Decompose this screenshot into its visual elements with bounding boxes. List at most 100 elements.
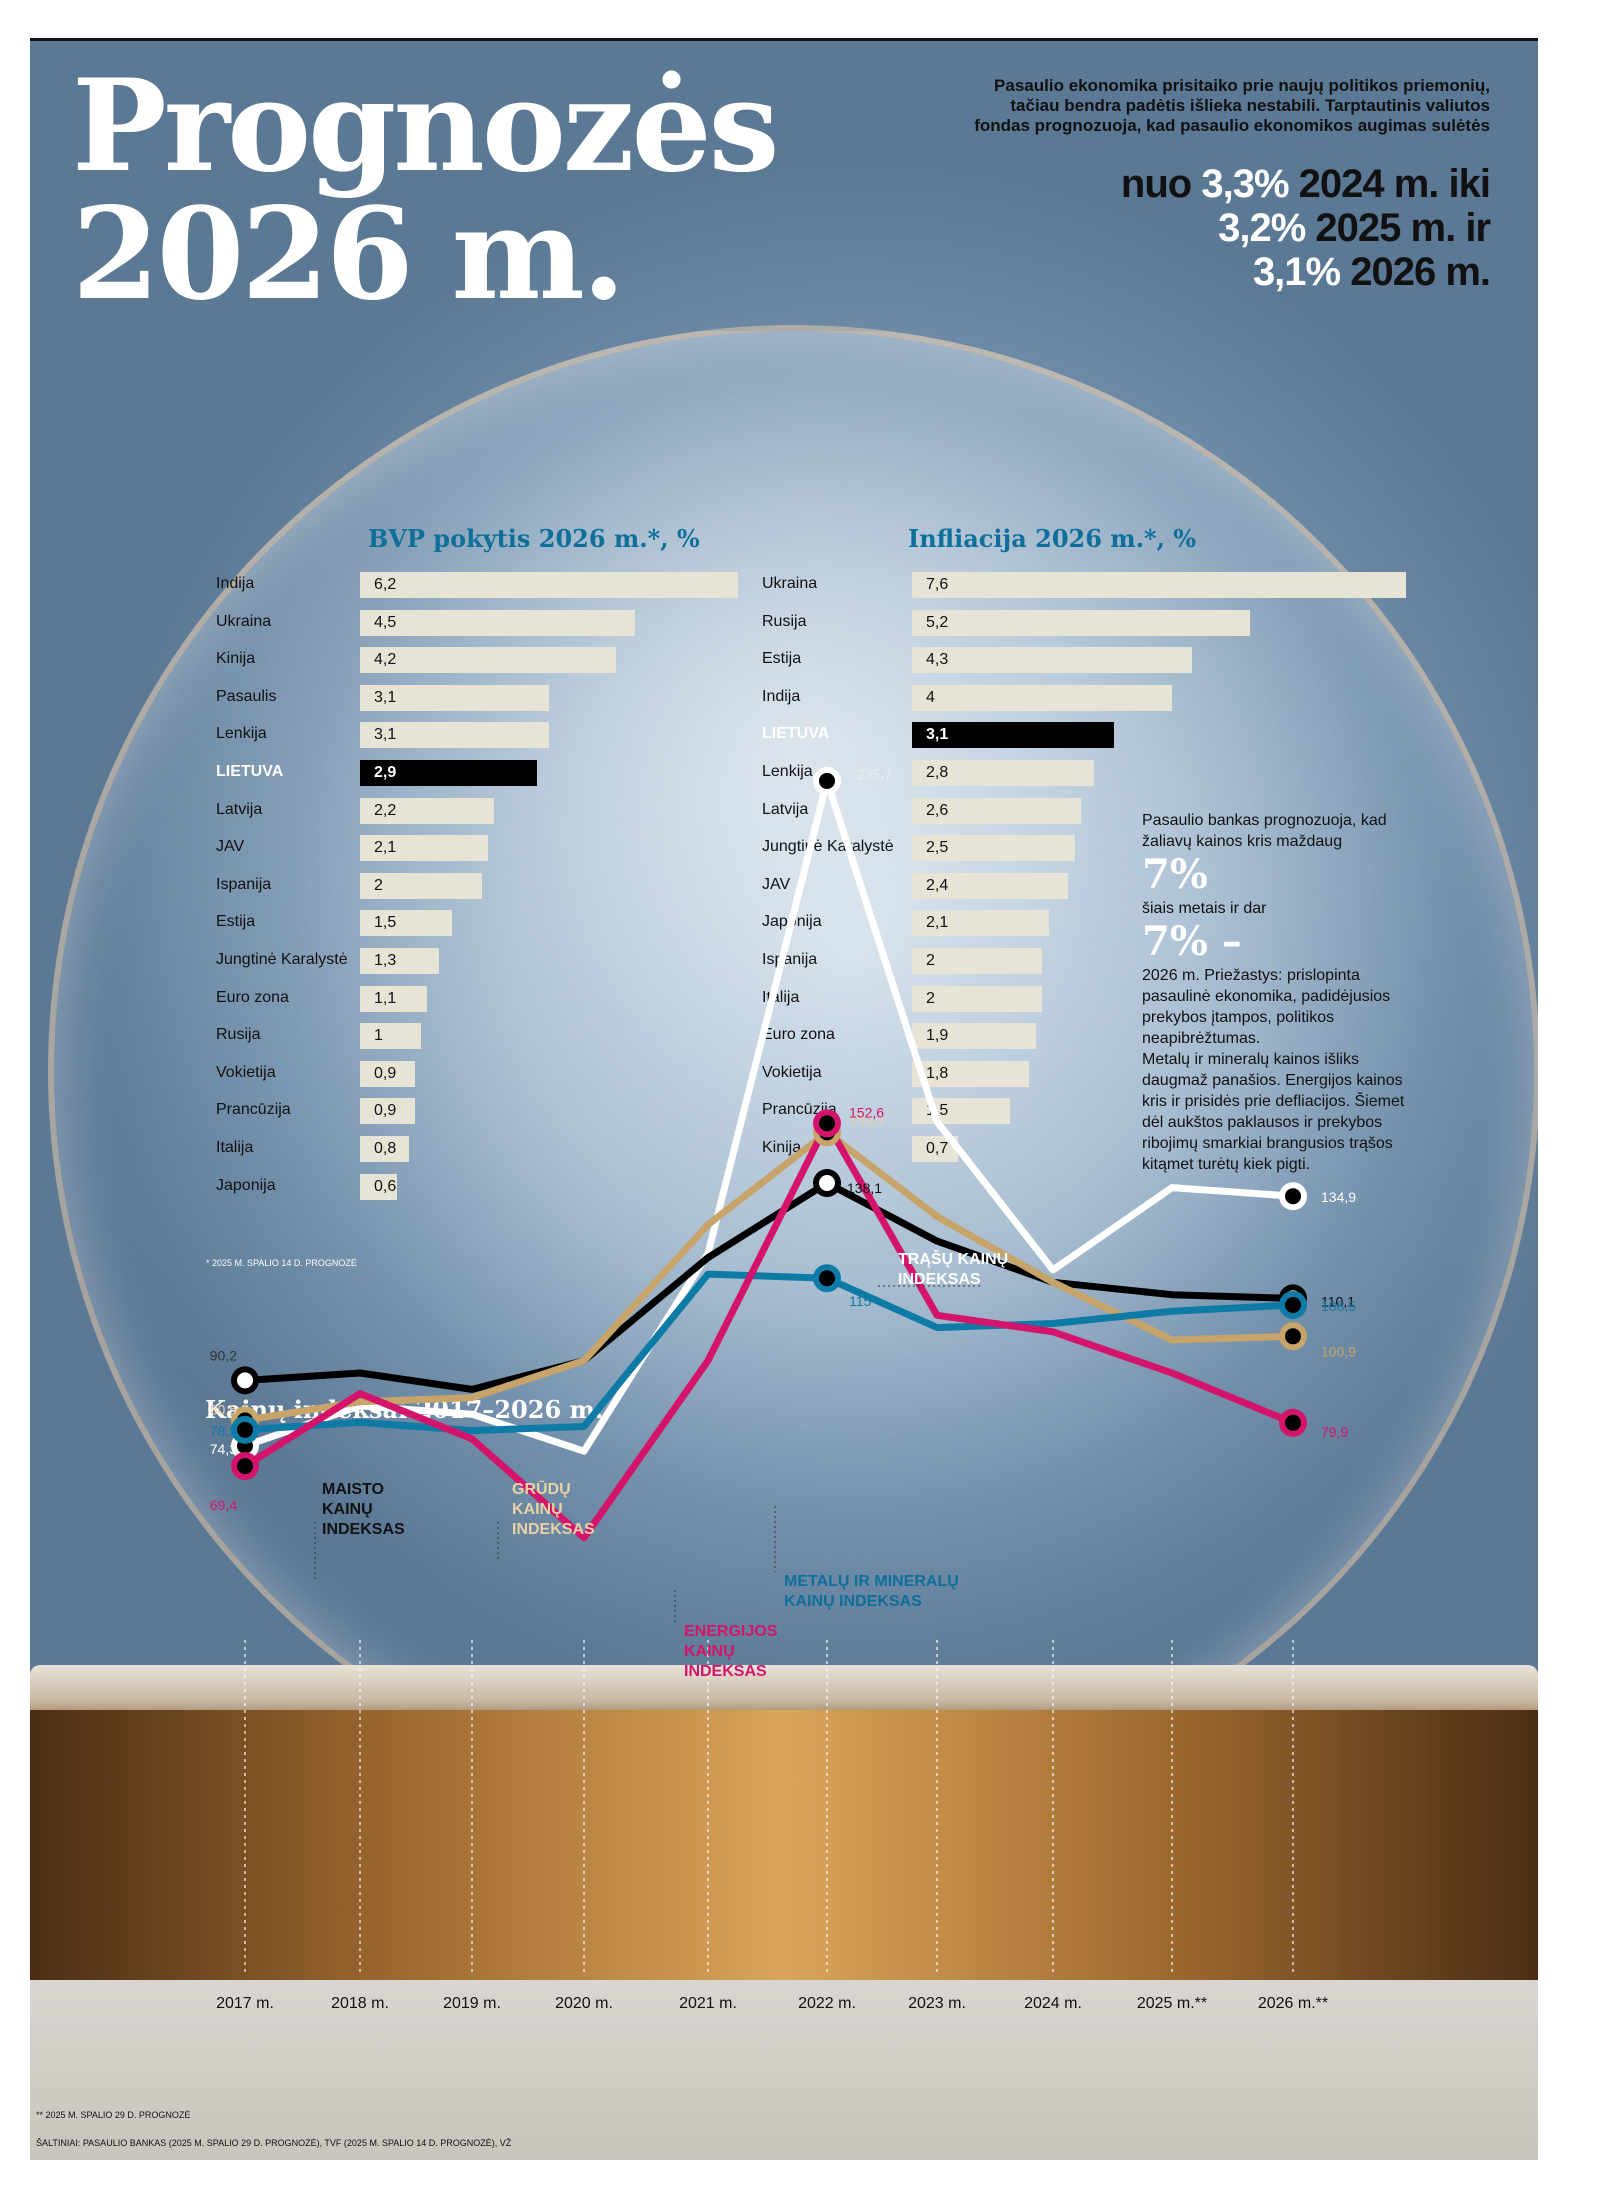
bar-category-label: Rusija <box>762 612 807 630</box>
inf-bars-row: Euro zona 1,9 <box>762 1023 1562 1050</box>
inf-bars-row: Italija 2 <box>762 985 1562 1012</box>
bar-value-label: 1,3 <box>374 952 397 969</box>
bar-category-label: Estija <box>762 650 802 668</box>
bar-category-label: Vokietija <box>762 1063 822 1081</box>
data-label: 100,9 <box>1321 1343 1356 1359</box>
inf-bars-row: Japonija 2,1 <box>762 910 1562 937</box>
series-line <box>243 777 1294 1455</box>
series-marker <box>1285 1414 1301 1431</box>
x-tick-label: 2018 m. <box>331 1995 389 2012</box>
bar-category-label: Euro zona <box>216 988 289 1006</box>
forecast-pct-2025: 3,2% <box>1218 206 1306 250</box>
forecast-pct-2024: 3,3% <box>1201 162 1289 206</box>
inf-bars-row: Indija 4 <box>762 684 1562 711</box>
bar-value-label: 2,9 <box>374 764 397 781</box>
forecast-text-2024: 2024 m. iki <box>1288 162 1491 206</box>
forecast-prefix: nuo <box>1120 162 1202 206</box>
bar-value-label: 1,5 <box>374 914 397 932</box>
label-grain-index: GRŪDŲ KAINŲ INDEKSAS <box>512 1481 595 1538</box>
series-marker <box>237 1421 253 1438</box>
data-label: 79,9 <box>1321 1424 1348 1440</box>
data-label: 78,2 <box>210 1423 237 1439</box>
gdp-footnote: * 2025 M. SPALIO 14 D. PROGNOZĖ <box>206 1258 357 1268</box>
bar-value-label: 2,4 <box>926 876 949 894</box>
gdp-bars-row: Japonija 0,6 <box>216 1173 1016 1200</box>
bar <box>912 948 1042 974</box>
bar-category-label: Jungtinė Karalystė <box>216 951 348 968</box>
bar-value-label: 0,8 <box>374 1140 397 1157</box>
series-marker <box>819 1175 835 1192</box>
series-marker <box>819 772 835 789</box>
bar-value-label: 4,2 <box>374 651 397 669</box>
series-marker <box>237 1372 253 1389</box>
x-tick-label: 2019 m. <box>443 1995 501 2012</box>
bar-value-label: 2 <box>374 876 383 894</box>
bar-category-label: JAV <box>762 875 791 893</box>
bar-category-label: Estija <box>216 913 256 931</box>
bar-value-label: 1 <box>374 1027 383 1045</box>
inf-bars-row: Latvija 2,6 <box>762 797 1562 824</box>
bar-category-label: Lenkija <box>762 763 813 780</box>
bar <box>360 1098 415 1125</box>
pedestal <box>30 1710 1538 1980</box>
intro-text: Pasaulio ekonomika prisitaiko prie naujų… <box>974 76 1490 135</box>
gdp-bars-row: Kinija 4,2 <box>216 647 1016 674</box>
bar-category-label: Kinija <box>762 1139 802 1156</box>
label-energy-index: ENERGIJOS KAINŲ INDEKSAS <box>684 1623 778 1680</box>
bar <box>912 722 1114 749</box>
gdp-bars-row: Jungtinė Karalystė 1,3 <box>216 948 1016 974</box>
inf-bars-row: LIETUVA 3,1 <box>762 722 1562 749</box>
bar-value-label: 3,1 <box>926 726 949 744</box>
gdp-bars-row: JAV 2,1 <box>216 835 1016 862</box>
title-line-1: Prognozės <box>72 52 780 200</box>
inf-bars-row: Ispanija 2 <box>762 948 1562 974</box>
bar-value-label: 4,3 <box>926 651 949 669</box>
bar <box>360 760 537 786</box>
wb-text-1: Pasaulio bankas prognozuoja, kad žaliavų… <box>1142 812 1387 850</box>
bar-value-label: 4 <box>926 688 935 706</box>
gdp-bars-row: Italija 0,8 <box>216 1136 1016 1162</box>
label-fertilizer-index: TRĄŠŲ KAINŲ INDEKSAS <box>898 1251 1009 1288</box>
bar-category-label: Ukraina <box>216 612 272 630</box>
bar-category-label: Lenkija <box>216 725 267 743</box>
gdp-bars-row: Euro zona 1,1 <box>216 985 1016 1012</box>
data-label: 80,5 <box>210 1401 237 1417</box>
bar-value-label: 2,8 <box>926 764 949 781</box>
bar-value-label: 0,9 <box>374 1064 397 1082</box>
bar <box>360 647 617 674</box>
bar <box>360 609 635 636</box>
bar-category-label: JAV <box>216 838 245 856</box>
gdp-bars-row: Pasaulis 3,1 <box>216 684 1016 711</box>
bar-value-label: 1,1 <box>374 989 397 1007</box>
wb-pct-1: 7% <box>1142 851 1208 898</box>
x-tick-label: 2021 m. <box>679 1995 737 2012</box>
bar <box>912 647 1192 674</box>
data-label: 108,5 <box>1321 1298 1356 1314</box>
series-marker <box>1285 1328 1301 1345</box>
bar <box>912 872 1068 899</box>
bar-value-label: 0,6 <box>374 1177 397 1195</box>
inf-bars-row: Jungtinė Karalystė 2,5 <box>762 835 1562 862</box>
bar-category-label: Japonija <box>216 1176 276 1194</box>
bar <box>912 609 1250 636</box>
bar-category-label: Ispanija <box>216 875 272 893</box>
series-marker <box>819 1270 835 1287</box>
bar <box>360 1173 397 1200</box>
bar <box>360 948 440 974</box>
series-marker <box>237 1458 253 1475</box>
bar <box>360 684 550 711</box>
bar <box>360 1136 409 1162</box>
bar <box>360 1023 421 1050</box>
bar-value-label: 2,2 <box>374 801 397 819</box>
data-label: 74,3 <box>210 1441 237 1457</box>
inf-bars-row: Ukraina 7,6 <box>762 572 1562 598</box>
gdp-bars-row: Estija 1,5 <box>216 910 1016 937</box>
bar-category-label: Rusija <box>216 1026 261 1044</box>
inflation-chart-title: Infliacija 2026 m.*, % <box>908 524 1197 553</box>
bar-category-label: Prancūzija <box>216 1101 291 1119</box>
inf-bars-row: Kinija 0,7 <box>762 1136 1562 1162</box>
bar <box>912 1023 1036 1050</box>
x-tick-label: 2026 m.** <box>1258 1995 1328 2012</box>
bar-value-label: 4,5 <box>374 613 397 631</box>
